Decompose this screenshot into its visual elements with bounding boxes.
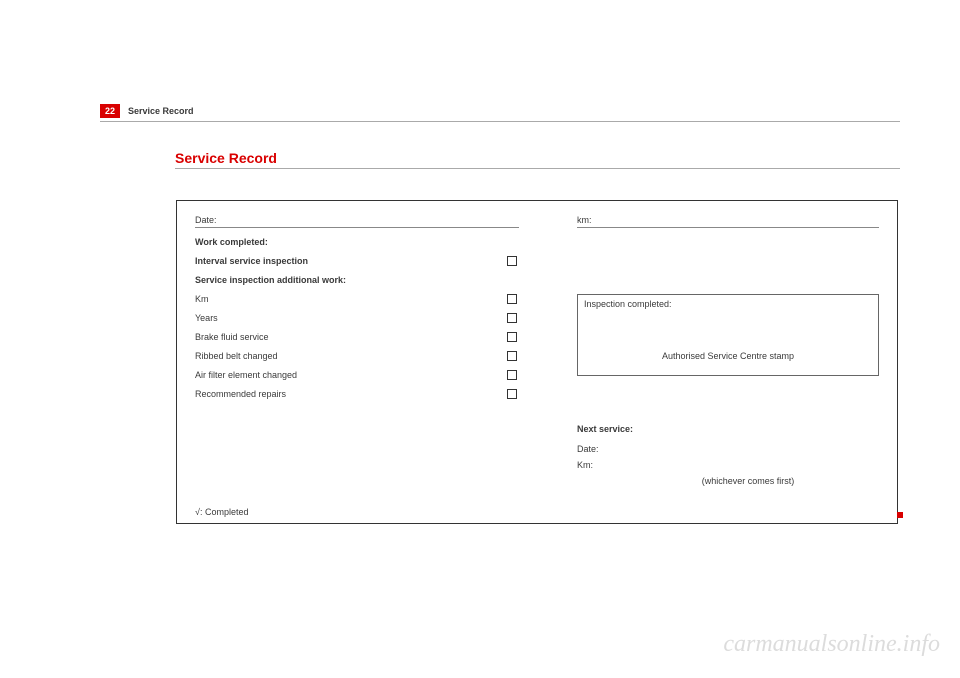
air-row: Air filter element changed <box>195 370 519 380</box>
page-end-marker <box>897 512 903 518</box>
form-left-column: Date: Work completed: Interval service i… <box>177 201 537 408</box>
stamp-top-label: Inspection completed: <box>584 299 672 309</box>
air-checkbox[interactable] <box>507 370 517 380</box>
header-rule <box>100 105 900 122</box>
ribbed-label: Ribbed belt changed <box>195 351 278 361</box>
watermark: carmanualsonline.info <box>723 631 940 658</box>
years-label: Years <box>195 313 218 323</box>
air-label: Air filter element changed <box>195 370 297 380</box>
stamp-box: Inspection completed: Authorised Service… <box>577 294 879 376</box>
next-service-heading: Next service: <box>577 424 879 434</box>
repairs-label: Recommended repairs <box>195 389 286 399</box>
km-row: Km <box>195 294 519 304</box>
additional-work-label: Service inspection additional work: <box>195 275 346 285</box>
stamp-center-label: Authorised Service Centre stamp <box>578 351 878 361</box>
interval-inspection-row: Interval service inspection <box>195 256 519 266</box>
km-checkbox[interactable] <box>507 294 517 304</box>
interval-inspection-checkbox[interactable] <box>507 256 517 266</box>
section-title: Service Record <box>175 150 277 166</box>
additional-work-heading: Service inspection additional work: <box>195 275 519 285</box>
next-service-note: (whichever comes first) <box>617 476 879 486</box>
brake-checkbox[interactable] <box>507 332 517 342</box>
form-right-column: km: Inspection completed: Authorised Ser… <box>577 201 897 486</box>
brake-label: Brake fluid service <box>195 332 269 342</box>
interval-inspection-label: Interval service inspection <box>195 256 308 266</box>
next-service-date: Date: <box>577 444 879 454</box>
ribbed-row: Ribbed belt changed <box>195 351 519 361</box>
next-service-block: Next service: Date: Km: (whichever comes… <box>577 424 879 486</box>
service-record-form: Date: Work completed: Interval service i… <box>176 200 898 524</box>
repairs-row: Recommended repairs <box>195 389 519 399</box>
brake-row: Brake fluid service <box>195 332 519 342</box>
next-service-km: Km: <box>577 460 879 470</box>
work-completed-label: Work completed: <box>195 237 268 247</box>
completed-legend: √: Completed <box>195 507 248 517</box>
date-field: Date: <box>195 215 519 228</box>
work-completed-heading: Work completed: <box>195 237 519 247</box>
ribbed-checkbox[interactable] <box>507 351 517 361</box>
section-title-rule <box>175 168 900 169</box>
years-row: Years <box>195 313 519 323</box>
repairs-checkbox[interactable] <box>507 389 517 399</box>
km-field: km: <box>577 215 879 228</box>
km-label: Km <box>195 294 209 304</box>
years-checkbox[interactable] <box>507 313 517 323</box>
